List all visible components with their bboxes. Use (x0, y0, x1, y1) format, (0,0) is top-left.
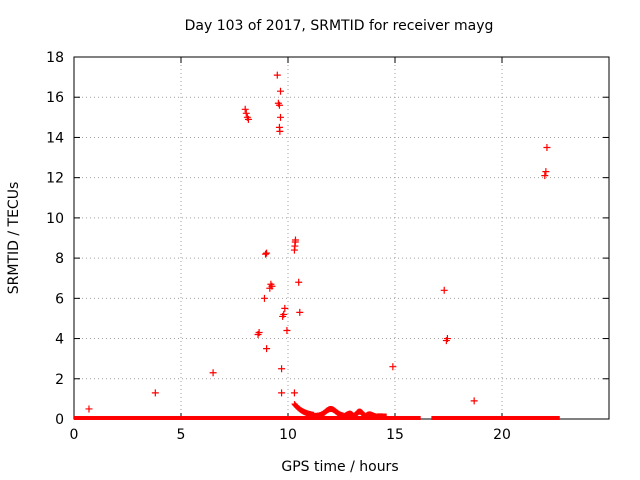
y-tick-label: 14 (46, 130, 64, 146)
data-point (209, 369, 217, 377)
baseline-point (383, 413, 390, 420)
data-point (263, 345, 271, 353)
y-tick-label: 12 (46, 171, 64, 187)
data-point (281, 304, 289, 312)
data-point (260, 294, 268, 302)
data-point (242, 109, 250, 117)
data-points (85, 71, 551, 413)
y-tick-label: 4 (55, 332, 64, 348)
data-point (278, 365, 286, 373)
data-point (255, 329, 263, 337)
y-tick-label: 6 (55, 291, 64, 307)
x-tick-label: 20 (493, 427, 511, 443)
data-point (278, 389, 286, 397)
data-point (244, 115, 252, 123)
data-point (470, 397, 478, 405)
y-axis-title: SRMTID / TECUs (6, 182, 22, 295)
data-point (541, 172, 549, 180)
data-point (542, 168, 550, 176)
data-point (268, 282, 276, 290)
grid-lines (74, 57, 609, 419)
data-point (262, 250, 270, 258)
data-point (389, 363, 397, 371)
data-point (85, 405, 93, 413)
y-tick-label: 8 (55, 251, 64, 267)
data-point (280, 310, 288, 318)
data-point (263, 249, 271, 257)
data-point (290, 389, 298, 397)
x-tick-label: 15 (386, 427, 404, 443)
x-tick-label: 0 (70, 427, 79, 443)
y-tick-label: 2 (55, 372, 64, 388)
data-point (291, 236, 299, 244)
data-point (277, 87, 285, 95)
data-point (443, 335, 451, 343)
data-point (277, 113, 285, 121)
x-axis-title: GPS time / hours (281, 459, 398, 475)
baseline-band-segment (431, 415, 560, 420)
data-point (151, 389, 159, 397)
y-tick-label: 16 (46, 90, 64, 106)
y-tick-label: 10 (46, 211, 64, 227)
data-point (440, 286, 448, 294)
data-point (295, 278, 303, 286)
data-point (276, 127, 284, 135)
y-tick-label: 0 (55, 412, 64, 428)
chart-title: Day 103 of 2017, SRMTID for receiver may… (185, 18, 494, 34)
baseline-band-segment (74, 415, 421, 420)
data-point (543, 144, 551, 151)
data-point (296, 308, 304, 316)
x-tick-label: 10 (279, 427, 297, 443)
data-point (273, 71, 281, 79)
axis-ticks: 0 5 10 15 20 0 2 4 6 8 10 12 14 16 18 (46, 50, 609, 443)
data-point (283, 327, 291, 335)
x-tick-label: 5 (177, 427, 186, 443)
data-point (275, 101, 283, 109)
baseline-noise-band (74, 400, 560, 420)
y-tick-label: 18 (46, 50, 64, 66)
data-point (241, 105, 249, 113)
